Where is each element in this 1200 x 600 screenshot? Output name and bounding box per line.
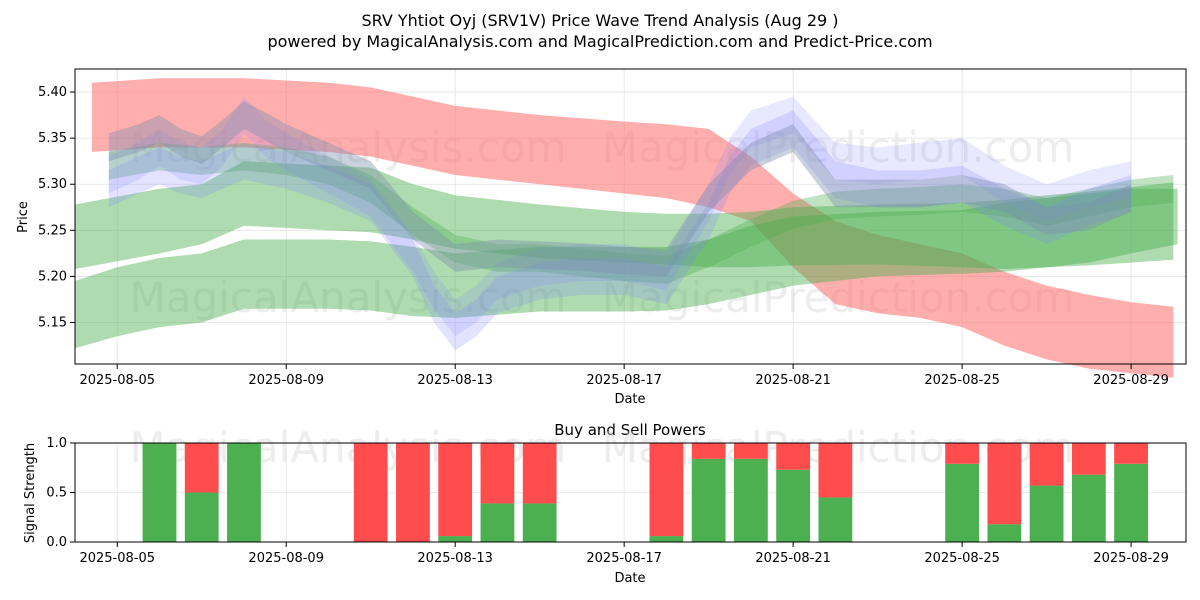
sell-bar (776, 443, 811, 470)
price-band-green (108, 142, 1174, 284)
price-band-green (75, 188, 1178, 349)
price-x-tick-label: 2025-08-29 (1093, 373, 1169, 388)
signal-y-tick-label: 0.0 (46, 535, 67, 550)
price-frame (74, 68, 1187, 365)
chart-title-line1: SRV Yhtiot Oyj (SRV1V) Price Wave Trend … (361, 11, 838, 30)
price-y-tick-label: 5.35 (38, 131, 67, 146)
signal-x-tick-label: 2025-08-09 (248, 551, 324, 566)
price-x-tick-label: 2025-08-17 (586, 373, 662, 388)
price-y-tick-label: 5.40 (38, 85, 67, 100)
signal-x-tick-label: 2025-08-29 (1093, 551, 1169, 566)
sell-bar (480, 443, 515, 504)
sell-bar (522, 443, 557, 504)
buy-bar (227, 443, 261, 542)
price-panel: MagicalAnalysis.com MagicalPrediction.co… (16, 68, 1187, 407)
price-band-red (91, 78, 1174, 378)
price-x-tick-label: 2025-08-21 (755, 373, 831, 388)
buy-bar (1029, 485, 1064, 542)
sell-bar (691, 443, 726, 459)
buy-bar (522, 503, 557, 542)
signal-panel: Buy and Sell Powers MagicalAnalysis.com … (23, 421, 1187, 586)
sell-bar (1114, 443, 1148, 464)
buy-bar (1114, 463, 1148, 542)
signal-x-tick-label: 2025-08-17 (586, 551, 662, 566)
price-y-tick-label: 5.20 (38, 269, 67, 284)
price-band-gray (108, 101, 1132, 277)
price-bands (75, 78, 1178, 378)
signal-y-tick-label: 0.5 (46, 486, 67, 501)
signal-bars (142, 443, 1148, 542)
buy-bar (733, 458, 768, 542)
signal-y-tick-label: 1.0 (46, 436, 67, 451)
price-x-ticks: 2025-08-05 2025-08-09 2025-08-13 2025-08-17… (79, 364, 1169, 388)
price-band-blue (108, 110, 1132, 351)
signal-x-tick-label: 2025-08-05 (79, 551, 155, 566)
sell-bar (438, 443, 473, 537)
price-x-tick-label: 2025-08-05 (79, 373, 155, 388)
price-y-tick-label: 5.25 (38, 223, 67, 238)
buy-bar (142, 443, 177, 542)
price-band-blue (108, 96, 1132, 337)
price-y-axis-label: Price (16, 201, 31, 233)
sell-bar (649, 443, 684, 537)
signal-x-axis-label: Date (614, 571, 645, 586)
sell-bar (353, 443, 388, 542)
sell-bar (818, 443, 853, 498)
price-band-green (75, 161, 1174, 269)
buy-bar (945, 463, 980, 542)
price-x-axis-label: Date (614, 392, 645, 407)
chart-title-line2: powered by MagicalAnalysis.com and Magic… (267, 32, 932, 51)
price-x-tick-label: 2025-08-09 (248, 373, 324, 388)
sell-bar (945, 443, 980, 464)
sell-bar (396, 443, 430, 542)
signal-x-tick-label: 2025-08-13 (417, 551, 493, 566)
sell-bar (1029, 443, 1064, 486)
signal-x-tick-label: 2025-08-21 (755, 551, 831, 566)
price-x-tick-label: 2025-08-25 (924, 373, 1000, 388)
signal-title: Buy and Sell Powers (554, 421, 706, 439)
buy-bar (818, 497, 853, 542)
buy-bar (776, 469, 811, 542)
buy-bar (987, 524, 1022, 542)
buy-bar (480, 503, 515, 542)
price-y-tick-label: 5.15 (38, 316, 67, 331)
buy-bar (691, 458, 726, 542)
signal-y-axis-label: Signal Strength (23, 443, 38, 543)
sell-bar (733, 443, 768, 459)
price-y-ticks: 5.15 5.20 5.25 5.30 5.35 5.40 (38, 85, 75, 331)
signal-x-tick-label: 2025-08-25 (924, 551, 1000, 566)
signal-x-ticks: 2025-08-05 2025-08-09 2025-08-13 2025-08-17… (79, 542, 1169, 566)
signal-y-ticks: 0.0 0.5 1.0 (46, 436, 75, 550)
price-x-tick-label: 2025-08-13 (417, 373, 493, 388)
price-y-tick-label: 5.30 (38, 177, 67, 192)
buy-bar (1071, 474, 1106, 542)
buy-bar (649, 536, 684, 542)
sell-bar (1071, 443, 1106, 475)
watermark-analysis-mid: MagicalAnalysis.com (130, 273, 567, 322)
sell-bar (987, 443, 1022, 525)
sell-bar (184, 443, 219, 493)
buy-bar (184, 492, 219, 542)
buy-bar (438, 536, 473, 542)
